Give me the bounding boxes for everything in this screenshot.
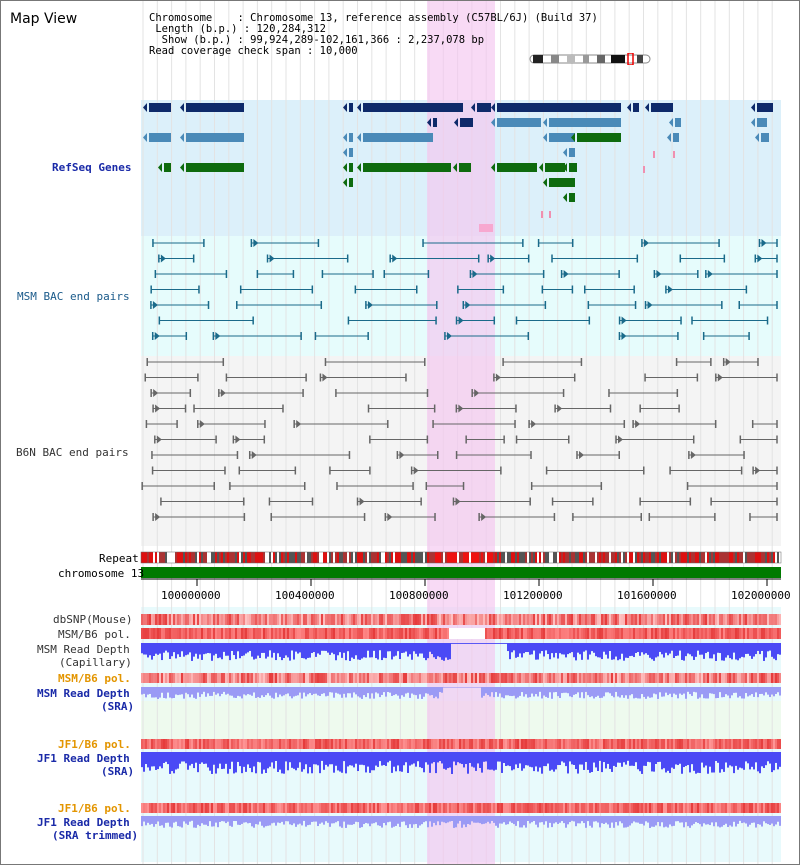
gene-feature xyxy=(569,193,575,202)
gene-feature xyxy=(757,103,773,112)
gene-feature xyxy=(549,118,621,127)
selected-region-highlight xyxy=(427,1,495,864)
chromosome-band xyxy=(141,567,781,578)
gene-feature xyxy=(363,103,463,112)
gene-feature xyxy=(186,133,244,142)
msm-b6-pol-2-label: MSM/B6 pol. xyxy=(58,672,131,685)
jf1-b6-pol-label: JF1/B6 pol. xyxy=(58,738,131,751)
gene-feature xyxy=(349,103,353,112)
gene-feature xyxy=(497,118,541,127)
gene-feature xyxy=(549,133,575,142)
gene-feature xyxy=(569,148,575,157)
coverage-line: Read coverage check span : 10,000 xyxy=(149,45,358,57)
gene-feature xyxy=(149,103,171,112)
gene-feature xyxy=(479,224,493,232)
gene-feature xyxy=(675,118,681,127)
gene-feature xyxy=(186,103,244,112)
gene-feature xyxy=(673,133,679,142)
repeat-track xyxy=(140,551,782,564)
axis-tick-label: 100800000 xyxy=(389,589,449,602)
axis-tick-label: 100000000 xyxy=(161,589,221,602)
refseq-genes-label: RefSeq Genes xyxy=(52,161,132,174)
msm-bac-label: MSM BAC end pairs xyxy=(17,290,130,303)
gene-feature xyxy=(757,118,767,127)
axis-tick-label: 101600000 xyxy=(617,589,677,602)
gene-feature xyxy=(349,148,353,157)
gene-feature xyxy=(164,163,171,172)
gene-feature xyxy=(349,178,353,187)
msm-depth-capillary-label: MSM Read Depth xyxy=(37,643,130,656)
chromosome-ideogram[interactable] xyxy=(529,53,653,65)
gene-feature xyxy=(651,103,673,112)
gene-feature xyxy=(363,163,451,172)
show-line: Show (b.p.) : 99,924,289-102,161,366 : 2… xyxy=(149,34,485,46)
gene-feature xyxy=(577,133,621,142)
msm-b6-pol-label: MSM/B6 pol. xyxy=(58,628,131,641)
msm-depth-sra-label: MSM Read Depth xyxy=(37,687,130,700)
jf1-depth-trim-sub: (SRA trimmed) xyxy=(52,829,139,842)
jf1-depth-trim-label: JF1 Read Depth xyxy=(37,816,130,829)
gene-feature xyxy=(633,103,639,112)
gene-feature xyxy=(497,163,537,172)
axis-tick-label: 101200000 xyxy=(503,589,563,602)
msm-depth-capillary-sub: (Capillary) xyxy=(59,656,132,669)
repeat-label: Repeat xyxy=(99,552,139,565)
dbsnp-label: dbSNP(Mouse) xyxy=(53,613,133,626)
gene-feature xyxy=(761,133,769,142)
gene-feature xyxy=(545,163,565,172)
gene-feature xyxy=(460,118,473,127)
gene-feature xyxy=(569,163,577,172)
jf1-b6-pol-2-label: JF1/B6 pol. xyxy=(58,802,131,815)
length-line: Length (b.p.) : 120,284,312 xyxy=(149,23,327,35)
gene-feature xyxy=(349,133,353,142)
gene-feature xyxy=(149,133,171,142)
chromosome-track-label: chromosome 13 xyxy=(58,567,145,580)
gene-feature xyxy=(363,133,433,142)
chromosome-info: Chromosome : Chromosome 13, reference as… xyxy=(149,13,598,57)
gene-feature xyxy=(477,103,491,112)
gene-feature xyxy=(186,163,244,172)
jf1-depth-sra-label: JF1 Read Depth xyxy=(37,752,130,765)
page-title: Map View xyxy=(10,11,78,27)
jf1-depth-sra-sub: (SRA) xyxy=(101,765,135,778)
gene-feature xyxy=(459,163,471,172)
gene-feature xyxy=(497,103,621,112)
gene-feature xyxy=(433,118,437,127)
axis-tick-label: 100400000 xyxy=(275,589,335,602)
axis-tick-label: 102000000 xyxy=(731,589,791,602)
msm-depth-sra-sub: (SRA) xyxy=(101,700,135,713)
chromosome-line: Chromosome : Chromosome 13, reference as… xyxy=(149,12,598,24)
b6n-bac-label: B6N BAC end pairs xyxy=(16,446,129,459)
gene-feature xyxy=(349,163,353,172)
gene-feature xyxy=(549,178,575,187)
